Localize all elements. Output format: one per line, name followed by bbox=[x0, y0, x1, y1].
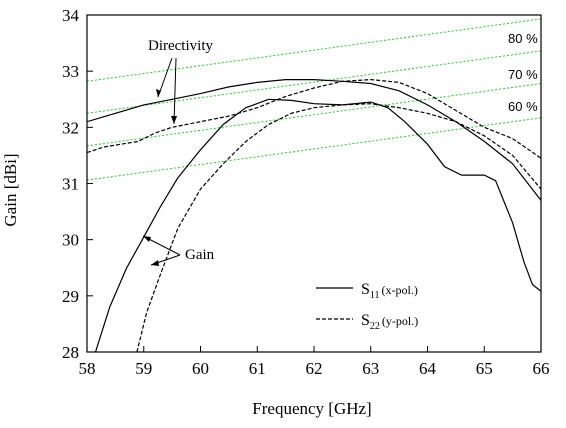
plot-area-frame bbox=[86, 14, 542, 353]
legend-pol-s11: (x-pol.) bbox=[382, 283, 418, 297]
series-gain-s22 bbox=[136, 103, 541, 352]
y-tick-label: 28 bbox=[62, 343, 79, 362]
legend: S11 (x-pol.) S22 (y-pol.) bbox=[316, 281, 418, 332]
y-tick-label: 31 bbox=[62, 175, 79, 194]
legend-item-s22: S22 (y-pol.) bbox=[316, 312, 418, 332]
directivity-arrowhead-1 bbox=[156, 89, 161, 97]
legend-main-s22: S bbox=[361, 312, 370, 329]
y-tick-label: 33 bbox=[62, 62, 79, 81]
y-tick-label: 29 bbox=[62, 287, 79, 306]
legend-label-s11: S11 (x-pol.) bbox=[361, 281, 418, 301]
directivity-arrowhead-2 bbox=[171, 116, 177, 124]
x-tick-label: 59 bbox=[135, 359, 152, 378]
x-tick-label: 63 bbox=[362, 359, 379, 378]
curves-group bbox=[87, 78, 541, 352]
x-tick-label: 65 bbox=[476, 359, 493, 378]
series-directivity-s11 bbox=[87, 78, 541, 201]
y-tick-label: 34 bbox=[62, 6, 80, 25]
series-eff-50 bbox=[87, 117, 541, 181]
series-eff-70 bbox=[87, 50, 541, 114]
x-tick-label: 64 bbox=[419, 359, 437, 378]
legend-item-s11: S11 (x-pol.) bbox=[316, 281, 418, 301]
gain-arrowhead-2 bbox=[151, 260, 159, 266]
gain-label: Gain bbox=[185, 247, 215, 263]
efficiency-60-label: 60 % bbox=[508, 99, 538, 114]
x-tick-label: 60 bbox=[192, 359, 209, 378]
directivity-arrow-2 bbox=[173, 57, 177, 125]
legend-sub-s11: 11 bbox=[370, 290, 380, 301]
x-axis-title: Frequency [GHz] bbox=[252, 399, 371, 418]
legend-main-s11: S bbox=[361, 281, 370, 298]
directivity-arrow-1 bbox=[157, 57, 173, 98]
x-tick-label: 58 bbox=[79, 359, 96, 378]
efficiency-80-label: 80 % bbox=[508, 31, 538, 46]
series-eff-60 bbox=[87, 83, 541, 147]
y-tick-label: 30 bbox=[62, 231, 79, 250]
y-axis-title: Gain [dBi] bbox=[1, 153, 20, 226]
ticks-group: 58 59 60 61 62 63 64 65 66 28 29 30 31 32 33 34 bbox=[62, 6, 550, 378]
directivity-label: Directivity bbox=[148, 38, 213, 54]
efficiency-70-label: 70 % bbox=[508, 67, 538, 82]
annotations-group: Directivity Gain 80 % 70 % 60 % bbox=[142, 31, 538, 266]
x-tick-label: 61 bbox=[249, 359, 266, 378]
y-tick-label: 32 bbox=[62, 118, 79, 137]
gain-arrowhead-1 bbox=[143, 236, 151, 242]
series-directivity-s22 bbox=[87, 78, 541, 159]
series-eff-80 bbox=[87, 18, 541, 82]
series-gain-s11 bbox=[94, 98, 541, 352]
legend-label-s22: S22 (y-pol.) bbox=[361, 312, 418, 332]
legend-sub-s22: 22 bbox=[370, 321, 380, 332]
x-tick-label: 62 bbox=[306, 359, 323, 378]
legend-pol-s22: (y-pol.) bbox=[382, 314, 418, 328]
x-tick-label: 66 bbox=[533, 359, 550, 378]
